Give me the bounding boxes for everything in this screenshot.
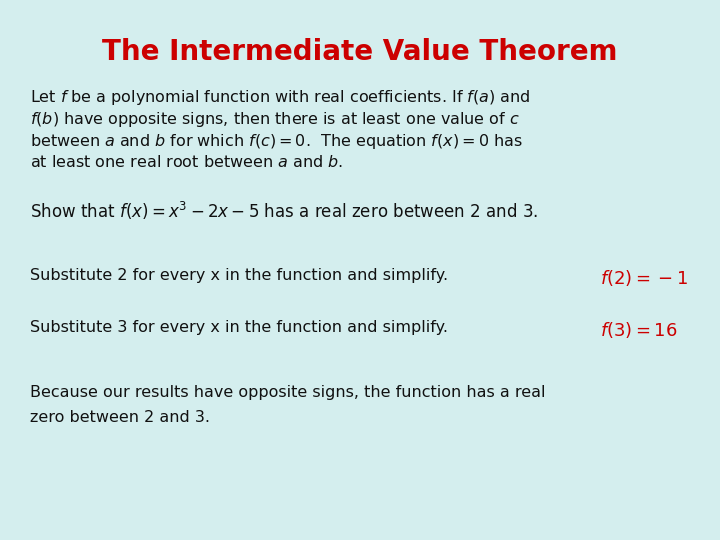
- Text: Let $f$ be a polynomial function with real coefficients. If $f(a)$ and: Let $f$ be a polynomial function with re…: [30, 88, 531, 107]
- Text: Show that $f(x) = x^3 - 2x - 5$ has a real zero between 2 and 3.: Show that $f(x) = x^3 - 2x - 5$ has a re…: [30, 200, 538, 222]
- Text: $f(2) = -1$: $f(2) = -1$: [600, 268, 688, 288]
- Text: $f(3) = 16$: $f(3) = 16$: [600, 320, 678, 340]
- Text: at least one real root between $a$ and $b$.: at least one real root between $a$ and $…: [30, 154, 343, 170]
- Text: The Intermediate Value Theorem: The Intermediate Value Theorem: [102, 38, 618, 66]
- Text: Substitute 3 for every x in the function and simplify.: Substitute 3 for every x in the function…: [30, 320, 448, 335]
- Text: Substitute 2 for every x in the function and simplify.: Substitute 2 for every x in the function…: [30, 268, 448, 283]
- Text: between $a$ and $b$ for which $f(c) = 0$.  The equation $f(x) = 0$ has: between $a$ and $b$ for which $f(c) = 0$…: [30, 132, 523, 151]
- Text: Because our results have opposite signs, the function has a real: Because our results have opposite signs,…: [30, 385, 546, 400]
- Text: $f(b)$ have opposite signs, then there is at least one value of $c$: $f(b)$ have opposite signs, then there i…: [30, 110, 520, 129]
- Text: zero between 2 and 3.: zero between 2 and 3.: [30, 410, 210, 425]
